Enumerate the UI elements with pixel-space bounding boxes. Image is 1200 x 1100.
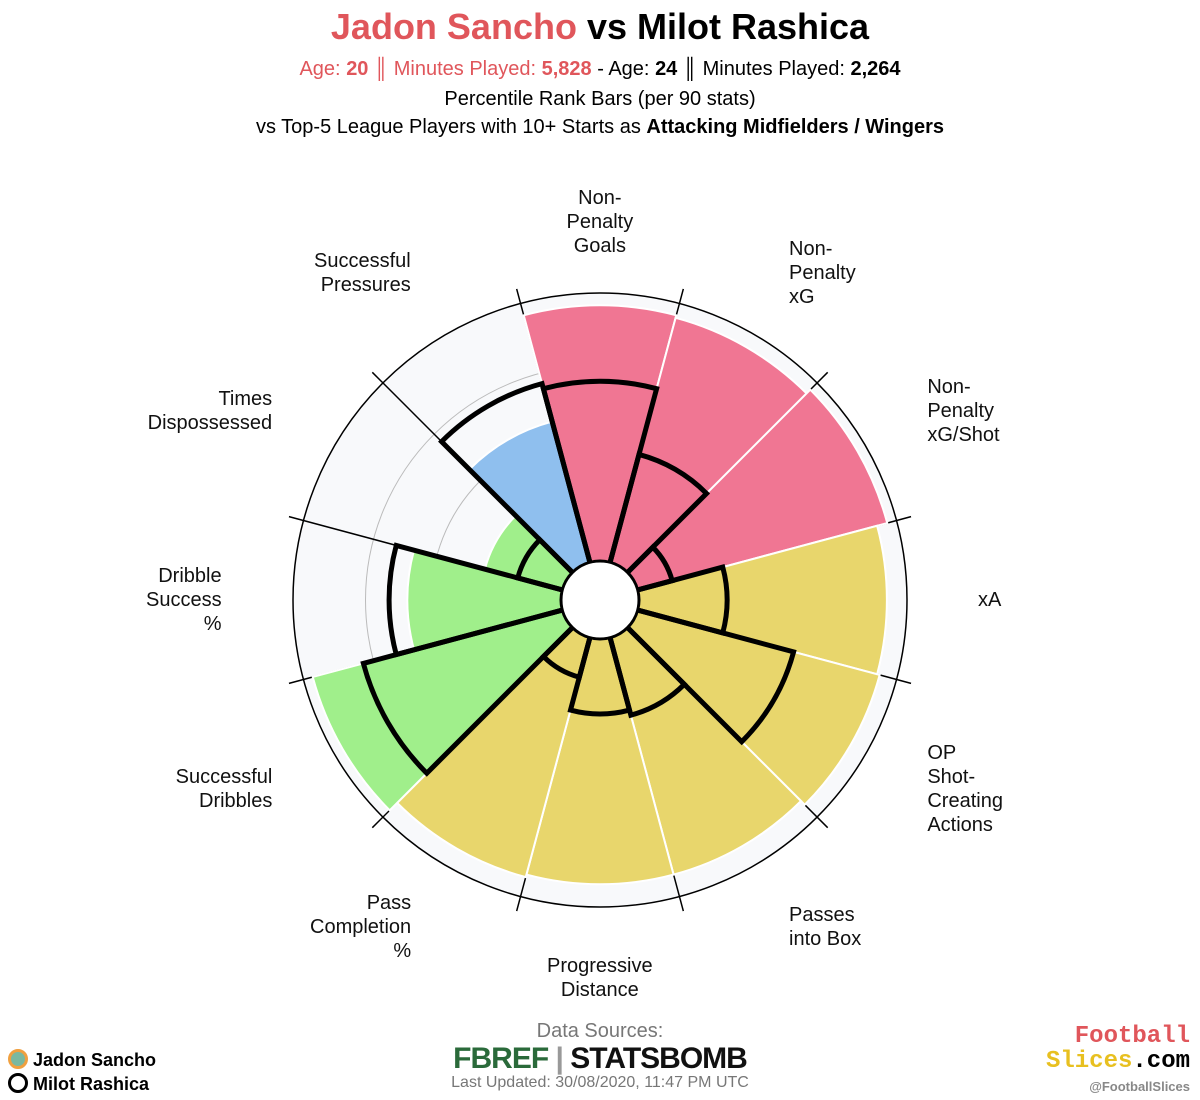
- updated: Last Updated: 30/08/2020, 11:47 PM UTC: [451, 1074, 749, 1091]
- age-label: Age:: [608, 58, 650, 80]
- minutes: 2,264: [850, 58, 901, 80]
- separator: ║: [374, 58, 389, 80]
- info-line: Age: 20 ║ Minutes Played: 5,828 - Age: 2…: [0, 58, 1200, 81]
- comparison-prefix: vs Top-5 League Players with 10+ Starts …: [255, 116, 641, 138]
- category-label: Passes into Box: [789, 904, 862, 951]
- legend: Jadon Sancho Milot Rashica: [8, 1048, 156, 1096]
- title-player-1: Jadon Sancho: [330, 6, 577, 47]
- category-label: OP Shot- Creating Actions: [927, 742, 1003, 836]
- source-logo: STATSBOMB: [570, 1042, 748, 1075]
- category-label: Non- Penalty xG/Shot: [927, 376, 1000, 446]
- legend-marker: [8, 1073, 28, 1093]
- legend-item: Milot Rashica: [8, 1072, 156, 1096]
- subtitle: Percentile Rank Bars (per 90 stats): [444, 88, 756, 110]
- source-logo: FBREF: [453, 1042, 549, 1075]
- brand-part: Slices: [1045, 1048, 1133, 1075]
- handle: @FootballSlices: [1089, 1079, 1190, 1094]
- sources: FBREF | STATSBOMB: [453, 1042, 748, 1075]
- category-label: Non- Penalty Goals: [566, 187, 634, 257]
- category-label: Non- Penalty xG: [789, 237, 856, 308]
- legend-item: Jadon Sancho: [8, 1048, 156, 1072]
- category-label: Times Dispossessed: [147, 388, 273, 434]
- minutes: 5,828: [541, 58, 592, 80]
- title-player-2: Milot Rashica: [637, 6, 870, 47]
- category-label: Progressive Distance: [547, 955, 653, 1001]
- category-label: Successful Pressures: [314, 249, 411, 296]
- legend-marker: [8, 1049, 28, 1069]
- minutes-label: Minutes Played:: [702, 58, 845, 80]
- age-label: Age:: [299, 58, 341, 80]
- category-label: Dribble Success %: [146, 565, 222, 635]
- legend-label: Milot Rashica: [33, 1074, 150, 1094]
- category-label: Successful Dribbles: [175, 766, 273, 812]
- brand-line: Football: [1074, 1023, 1190, 1050]
- center-hole: [561, 561, 639, 639]
- comparison: vs Top-5 League Players with 10+ Starts …: [0, 116, 1200, 139]
- minutes-label: Minutes Played:: [393, 58, 537, 80]
- title: Jadon Sancho vs Milot Rashica: [0, 6, 1200, 48]
- brand-part: .com: [1132, 1048, 1190, 1075]
- comparison-group: Attacking Midfielders / Wingers: [646, 116, 945, 138]
- dash: -: [597, 58, 604, 80]
- brand: Football Slices.com @FootballSlices: [1046, 1024, 1190, 1099]
- separator: ║: [682, 58, 698, 80]
- sources-label: Data Sources:: [536, 1020, 664, 1042]
- age: 24: [655, 58, 678, 80]
- category-label: xA: [978, 589, 1002, 611]
- age: 20: [346, 58, 369, 80]
- legend-label: Jadon Sancho: [33, 1050, 157, 1070]
- category-label: Pass Completion %: [310, 892, 412, 963]
- brand-line: Slices.com: [1046, 1049, 1190, 1074]
- title-connector: vs: [586, 6, 628, 47]
